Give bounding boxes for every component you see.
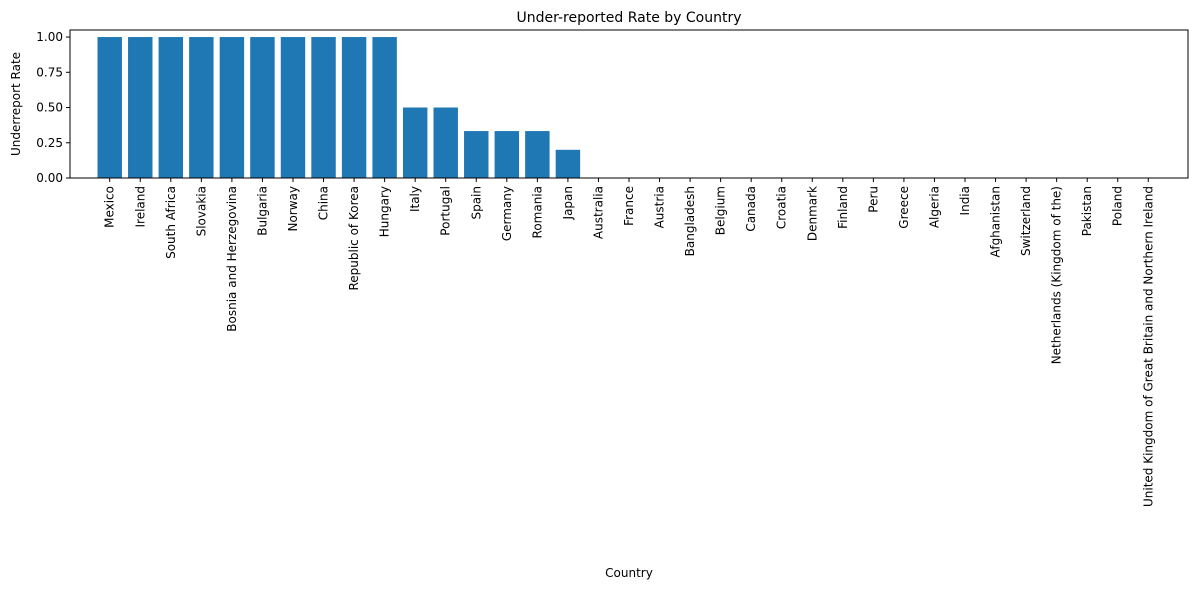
bar-republic-of-korea bbox=[341, 37, 367, 178]
bar-slovakia bbox=[189, 37, 214, 178]
y-tick-label: 0.25 bbox=[36, 136, 63, 150]
bar-romania bbox=[525, 131, 550, 178]
bar-ireland bbox=[128, 37, 153, 178]
bar-norway bbox=[280, 37, 306, 178]
x-tick-label: Bosnia and Herzegovina bbox=[225, 186, 239, 332]
x-tick-label: Ireland bbox=[133, 186, 147, 228]
x-tick-label: Netherlands (Kingdom of the) bbox=[1050, 186, 1064, 364]
bar-china bbox=[311, 37, 336, 178]
y-axis-label: Underreport Rate bbox=[9, 52, 23, 156]
x-tick-label: Peru bbox=[866, 186, 880, 213]
x-tick-label: Australia bbox=[591, 186, 605, 239]
x-tick-label: Spain bbox=[469, 186, 483, 220]
x-tick-label: Italy bbox=[408, 186, 422, 212]
x-tick-label: Romania bbox=[530, 186, 544, 238]
x-tick-label: Republic of Korea bbox=[347, 186, 361, 291]
x-tick-label: Belgium bbox=[714, 186, 728, 235]
x-tick-label: Afghanistan bbox=[989, 186, 1003, 257]
bar-germany bbox=[494, 131, 520, 178]
bar-bosnia-and-herzegovina bbox=[219, 37, 245, 178]
x-tick-label: Poland bbox=[1111, 186, 1125, 226]
plot-frame bbox=[69, 29, 1189, 179]
bar-mexico bbox=[97, 37, 122, 178]
x-tick-label: Canada bbox=[744, 186, 758, 232]
x-tick-label: South Africa bbox=[164, 186, 178, 259]
x-tick-label: United Kingdom of Great Britain and Nort… bbox=[1141, 186, 1155, 507]
x-axis-label: Country bbox=[605, 566, 653, 580]
bar-south-africa bbox=[158, 37, 184, 178]
bar-spain bbox=[464, 131, 489, 178]
x-tick-label: Switzerland bbox=[1019, 186, 1033, 256]
x-tick-label: Mexico bbox=[103, 186, 117, 228]
x-tick-label: Croatia bbox=[775, 186, 789, 229]
x-tick-label: Bulgaria bbox=[255, 186, 269, 236]
y-tick-label: 0.75 bbox=[36, 65, 63, 79]
x-tick-label: Bangladesh bbox=[683, 186, 697, 256]
x-tick-label: India bbox=[958, 186, 972, 215]
x-tick-label: Finland bbox=[836, 186, 850, 229]
bar-group bbox=[97, 37, 581, 178]
x-tick-label: Denmark bbox=[805, 186, 819, 241]
y-tick-label: 0.50 bbox=[36, 101, 63, 115]
x-tick-label: Algeria bbox=[927, 186, 941, 228]
bar-hungary bbox=[372, 37, 397, 178]
y-tick-label: 1.00 bbox=[36, 30, 63, 44]
x-tick-label: Hungary bbox=[378, 186, 392, 237]
x-axis-ticks: Mexico Ireland South Africa Slovakia Bosnia … bbox=[103, 178, 1155, 507]
bar-portugal bbox=[433, 107, 458, 178]
x-tick-label: Greece bbox=[897, 186, 911, 229]
bar-bulgaria bbox=[250, 37, 275, 178]
x-tick-label: Japan bbox=[561, 186, 575, 220]
x-tick-label: Norway bbox=[286, 186, 300, 232]
x-tick-label: Portugal bbox=[439, 186, 453, 236]
x-tick-label: Pakistan bbox=[1080, 186, 1094, 236]
x-tick-label: Austria bbox=[653, 186, 667, 228]
x-tick-label: Slovakia bbox=[194, 186, 208, 236]
y-tick-label: 0.00 bbox=[36, 171, 63, 185]
bar-japan bbox=[555, 149, 581, 178]
x-tick-label: China bbox=[317, 186, 331, 220]
x-tick-label: Germany bbox=[500, 186, 514, 241]
y-axis-ticks: 0.00 0.25 0.50 0.75 1.00 bbox=[36, 30, 70, 185]
x-tick-label: France bbox=[622, 186, 636, 226]
chart-title: Under-reported Rate by Country bbox=[516, 10, 741, 26]
bar-italy bbox=[402, 107, 428, 178]
